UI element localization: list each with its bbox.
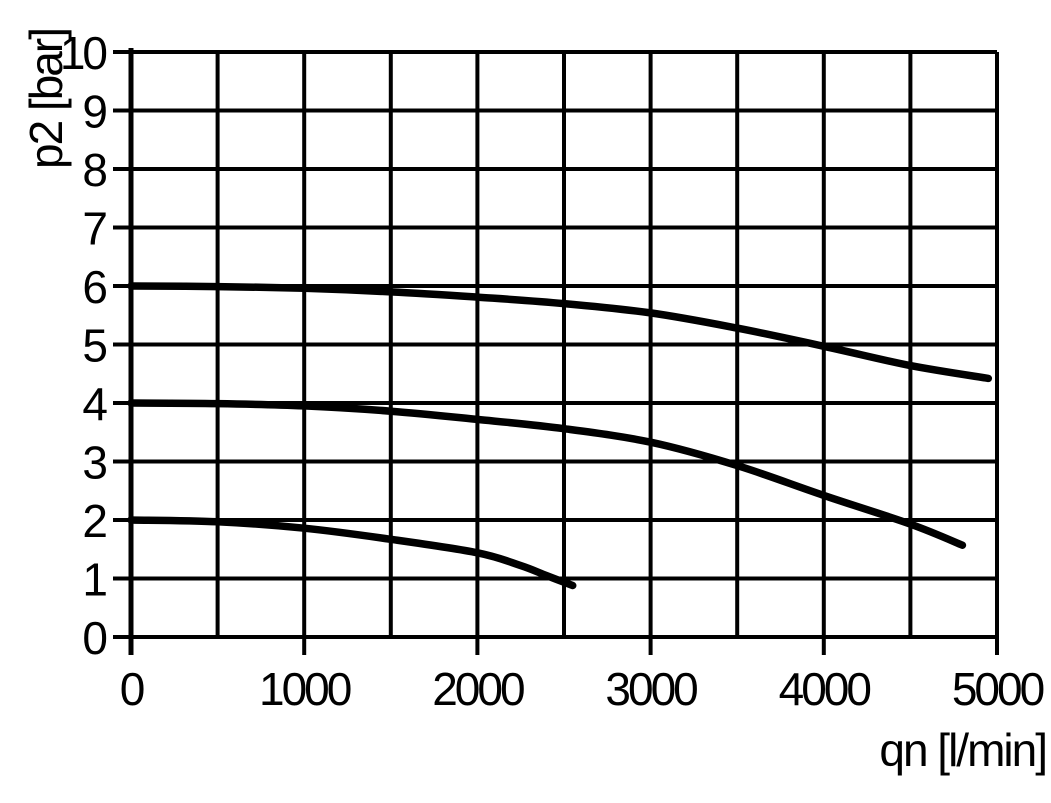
x-tick-label: 2000 bbox=[432, 663, 524, 715]
y-axis-title: p2 [bar] bbox=[20, 29, 72, 169]
y-tick-label: 9 bbox=[82, 86, 106, 138]
y-tick-label: 6 bbox=[82, 261, 106, 313]
x-tick-label: 0 bbox=[120, 663, 144, 715]
y-tick-label: 7 bbox=[82, 203, 106, 255]
x-tick-label: 3000 bbox=[605, 663, 697, 715]
curve-start-4-bar bbox=[127, 399, 967, 549]
curve-start-2-bar bbox=[127, 516, 577, 590]
x-tick-label: 4000 bbox=[779, 663, 871, 715]
y-tick-label: 10 bbox=[60, 27, 107, 79]
x-tick-label: 5000 bbox=[952, 663, 1044, 715]
x-axis-title: qn [l/min] bbox=[879, 724, 1048, 776]
y-tick-label: 8 bbox=[82, 144, 106, 196]
y-tick-label: 3 bbox=[82, 437, 106, 489]
y-tick-label: 4 bbox=[82, 378, 107, 430]
curve-start-6-bar bbox=[127, 282, 993, 383]
x-tick-label: 1000 bbox=[259, 663, 351, 715]
y-tick-label: 5 bbox=[82, 320, 106, 372]
y-tick-label: 1 bbox=[82, 554, 106, 606]
y-tick-label: 2 bbox=[82, 495, 106, 547]
y-tick-label: 0 bbox=[82, 612, 106, 664]
